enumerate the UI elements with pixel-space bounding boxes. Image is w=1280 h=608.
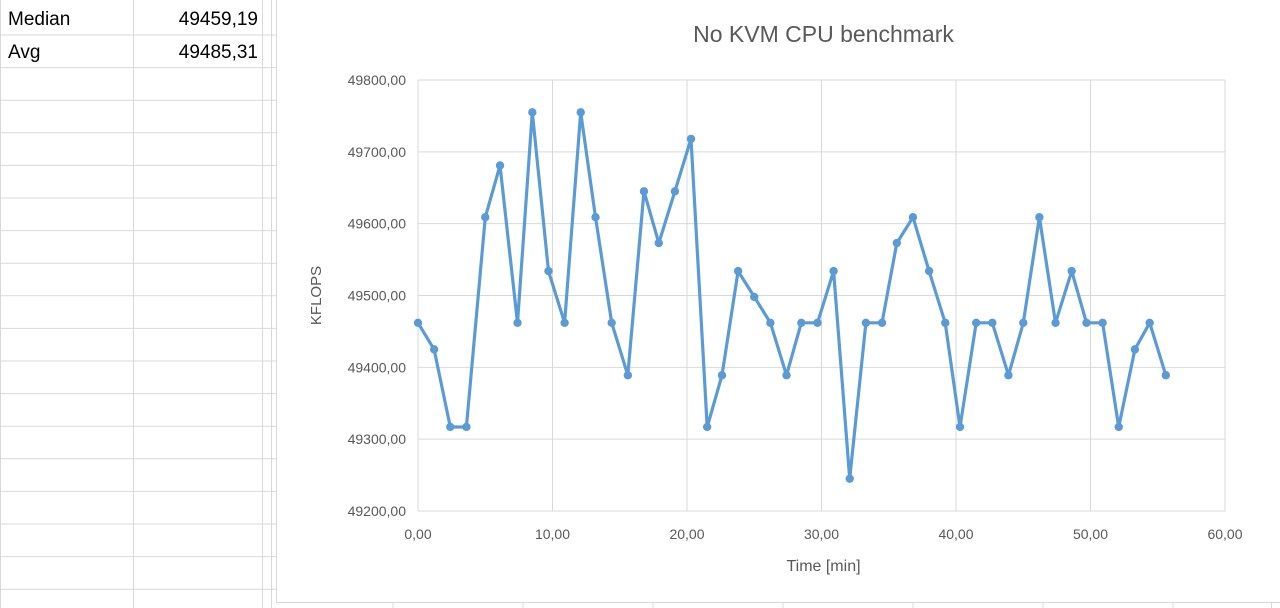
data-point xyxy=(971,318,981,327)
data-point xyxy=(481,213,490,222)
data-point xyxy=(576,108,585,117)
chart-panel[interactable]: 0,00 10,00 20,00 30,00 40,00 50,00 60,00 49200,… xyxy=(276,0,1280,603)
data-point xyxy=(1004,371,1013,380)
data-point xyxy=(1114,422,1123,432)
y-tick-label: 49600,00 xyxy=(348,216,407,232)
y-axis-label: KFLOPS xyxy=(308,266,325,325)
data-point xyxy=(1067,266,1076,276)
data-point xyxy=(733,266,743,276)
data-point xyxy=(607,318,616,327)
median-label: Median xyxy=(8,9,71,30)
data-point xyxy=(1051,318,1060,327)
x-tick-label: 20,00 xyxy=(669,526,704,542)
data-point xyxy=(877,318,887,327)
data-point xyxy=(446,422,455,432)
data-point xyxy=(908,213,918,222)
data-point xyxy=(941,318,950,327)
x-tick-label: 60,00 xyxy=(1207,526,1242,542)
data-point xyxy=(702,422,712,432)
data-point xyxy=(413,318,423,327)
series-line xyxy=(416,110,1168,481)
data-point xyxy=(924,266,934,276)
avg-value: 49485,31 xyxy=(178,42,258,63)
x-tick-label: 50,00 xyxy=(1073,526,1108,542)
data-point xyxy=(1161,371,1171,380)
data-point xyxy=(813,318,822,327)
data-point xyxy=(670,187,680,196)
data-point xyxy=(829,266,838,276)
data-point xyxy=(686,134,696,144)
data-point xyxy=(429,345,439,354)
data-point xyxy=(861,318,871,327)
data-point xyxy=(717,371,727,380)
avg-label: Avg xyxy=(8,42,41,63)
data-point xyxy=(955,422,965,432)
y-tick-label: 49500,00 xyxy=(348,288,407,304)
data-point xyxy=(988,318,997,327)
data-point xyxy=(639,187,649,196)
chart-title: No KVM CPU benchmark xyxy=(693,21,954,47)
data-point xyxy=(1130,345,1140,354)
data-point xyxy=(495,161,505,170)
data-point xyxy=(782,371,791,380)
x-tick-label: 30,00 xyxy=(804,526,839,542)
line-chart: 0,00 10,00 20,00 30,00 40,00 50,00 60,00 49200,… xyxy=(308,21,1243,575)
x-tick-label: 0,00 xyxy=(404,526,431,542)
data-point xyxy=(1082,318,1091,327)
data-point xyxy=(1098,318,1107,327)
data-point xyxy=(766,318,775,327)
data-point xyxy=(1145,318,1154,327)
data-point xyxy=(654,238,663,248)
x-axis-label: Time [min] xyxy=(786,558,860,575)
median-value: 49459,19 xyxy=(178,9,258,30)
data-point xyxy=(513,318,522,327)
y-tick-label: 49200,00 xyxy=(348,503,407,519)
y-tick-label: 49400,00 xyxy=(348,359,407,375)
data-point xyxy=(1035,213,1044,222)
data-point xyxy=(591,213,600,222)
data-point xyxy=(750,292,759,302)
y-tick-label: 49800,00 xyxy=(348,72,407,88)
y-tick-label: 49700,00 xyxy=(348,144,407,160)
y-tick-label: 49300,00 xyxy=(348,431,407,447)
x-tick-label: 10,00 xyxy=(535,526,570,542)
data-point xyxy=(544,266,553,276)
data-point xyxy=(797,318,806,327)
data-point xyxy=(845,474,854,483)
data-point xyxy=(560,318,569,327)
data-point xyxy=(623,371,633,380)
x-tick-label: 40,00 xyxy=(938,526,973,542)
data-point xyxy=(528,108,537,117)
data-point xyxy=(1019,318,1028,327)
data-point xyxy=(462,422,471,432)
data-point xyxy=(892,238,902,248)
